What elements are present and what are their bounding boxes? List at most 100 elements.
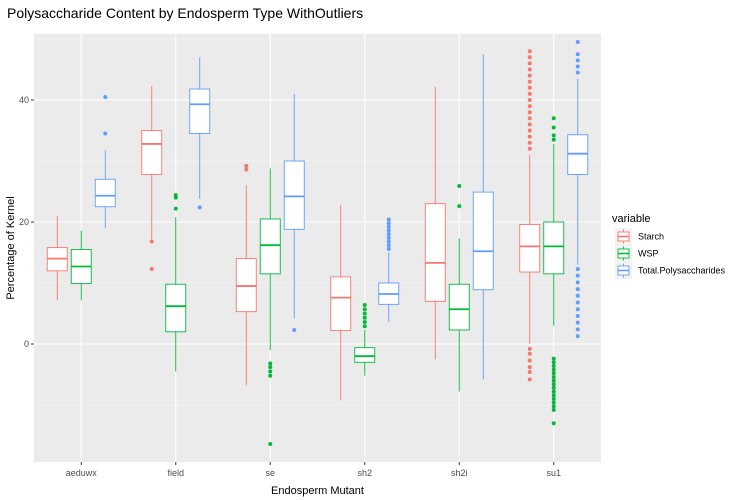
box-total-polysaccharides-sh2i bbox=[472, 54, 494, 380]
legend-label: Total.Polysaccharides bbox=[638, 266, 726, 276]
outlier-point bbox=[551, 404, 556, 409]
outlier-point bbox=[386, 243, 391, 248]
outlier-point bbox=[551, 137, 556, 142]
outlier-point bbox=[527, 146, 532, 151]
outlier-point bbox=[149, 239, 154, 244]
legend-label: WSP bbox=[638, 249, 659, 259]
legend-title: variable bbox=[612, 213, 651, 225]
legend-entry-starch: Starch bbox=[615, 228, 664, 245]
box-body bbox=[472, 191, 494, 291]
outlier-point bbox=[386, 217, 391, 222]
box-body bbox=[424, 203, 446, 302]
outlier-point bbox=[551, 389, 556, 394]
x-tick-label: field bbox=[167, 468, 184, 478]
box-starch-aeduwx bbox=[46, 215, 68, 301]
outlier-point bbox=[244, 163, 249, 168]
box-body bbox=[519, 223, 541, 273]
outlier-point bbox=[386, 232, 391, 237]
outlier-point bbox=[551, 407, 556, 412]
outlier-point bbox=[386, 235, 391, 240]
outlier-point bbox=[268, 442, 273, 447]
outlier-point bbox=[551, 125, 556, 130]
outlier-point bbox=[575, 327, 580, 332]
box-total-polysaccharides-field bbox=[189, 57, 211, 210]
outlier-point bbox=[527, 104, 532, 109]
outlier-point bbox=[527, 91, 532, 96]
outlier-point bbox=[527, 134, 532, 139]
outlier-point bbox=[386, 239, 391, 244]
box-wsp-su1 bbox=[543, 116, 565, 426]
outlier-point bbox=[575, 280, 580, 285]
outlier-point bbox=[575, 287, 580, 292]
y-axis: 0 20 40 bbox=[19, 95, 34, 349]
x-axis: aeduwx field se sh2 sh2i su1 bbox=[66, 462, 561, 478]
box-body bbox=[354, 347, 376, 363]
outlier-point bbox=[575, 70, 580, 75]
outlier-point bbox=[551, 363, 556, 368]
outlier-point bbox=[173, 206, 178, 211]
outlier-point bbox=[551, 421, 556, 426]
box-wsp-aeduwx bbox=[70, 230, 92, 301]
legend-entry-total-polysaccharides: Total.Polysaccharides bbox=[615, 262, 726, 279]
outlier-point bbox=[551, 382, 556, 387]
box-body bbox=[141, 130, 163, 175]
outlier-point bbox=[527, 346, 532, 351]
outlier-point bbox=[527, 140, 532, 145]
box-body bbox=[259, 218, 281, 275]
outlier-point bbox=[527, 128, 532, 133]
legend-label: Starch bbox=[638, 232, 664, 242]
outlier-point bbox=[527, 61, 532, 66]
box-wsp-sh2i bbox=[448, 184, 470, 392]
outlier-point bbox=[575, 52, 580, 57]
y-axis-title: Percentage of Kernel bbox=[5, 196, 17, 299]
box-wsp-sh2 bbox=[354, 302, 376, 376]
box-body bbox=[235, 258, 257, 313]
plot-panel bbox=[34, 34, 601, 462]
outlier-point bbox=[527, 116, 532, 121]
outlier-point bbox=[527, 358, 532, 363]
outlier-point bbox=[575, 307, 580, 312]
outlier-point bbox=[527, 49, 532, 54]
legend: variable Starch WSP Total.Polysaccharides bbox=[612, 213, 726, 279]
boxes-layer bbox=[46, 40, 589, 447]
outlier-point bbox=[527, 79, 532, 84]
box-wsp-se bbox=[259, 168, 281, 447]
legend-entry-wsp: WSP bbox=[615, 245, 659, 262]
box-starch-su1 bbox=[519, 49, 541, 382]
outlier-point bbox=[551, 400, 556, 405]
outlier-point bbox=[527, 55, 532, 60]
box-body bbox=[448, 283, 470, 331]
box-starch-se bbox=[235, 163, 257, 386]
box-total-polysaccharides-sh2 bbox=[378, 217, 400, 323]
outlier-point bbox=[386, 228, 391, 233]
outlier-point bbox=[244, 167, 249, 172]
outlier-point bbox=[292, 327, 297, 332]
outlier-point bbox=[103, 131, 108, 136]
box-body bbox=[94, 178, 116, 208]
outlier-point bbox=[527, 370, 532, 375]
box-starch-sh2 bbox=[330, 204, 352, 401]
box-body bbox=[189, 88, 211, 134]
outlier-point bbox=[575, 64, 580, 69]
outlier-point bbox=[362, 315, 367, 320]
box-total-polysaccharides-su1 bbox=[567, 40, 589, 339]
outlier-point bbox=[551, 360, 556, 365]
outlier-point bbox=[268, 361, 273, 366]
outlier-point bbox=[551, 133, 556, 138]
outlier-point bbox=[527, 351, 532, 356]
box-body bbox=[567, 134, 589, 175]
outlier-point bbox=[551, 385, 556, 390]
chart-title: Polysaccharide Content by Endosperm Type… bbox=[7, 5, 363, 21]
outlier-point bbox=[362, 320, 367, 325]
outlier-point bbox=[527, 73, 532, 78]
outlier-point bbox=[551, 378, 556, 383]
outlier-point bbox=[527, 377, 532, 382]
outlier-point bbox=[527, 85, 532, 90]
outlier-point bbox=[575, 266, 580, 271]
box-body bbox=[165, 283, 187, 333]
x-tick-label: aeduwx bbox=[66, 468, 98, 478]
y-tick-label: 40 bbox=[19, 95, 29, 105]
outlier-point bbox=[575, 313, 580, 318]
x-axis-title: Endosperm Mutant bbox=[271, 485, 364, 497]
outlier-point bbox=[551, 371, 556, 376]
